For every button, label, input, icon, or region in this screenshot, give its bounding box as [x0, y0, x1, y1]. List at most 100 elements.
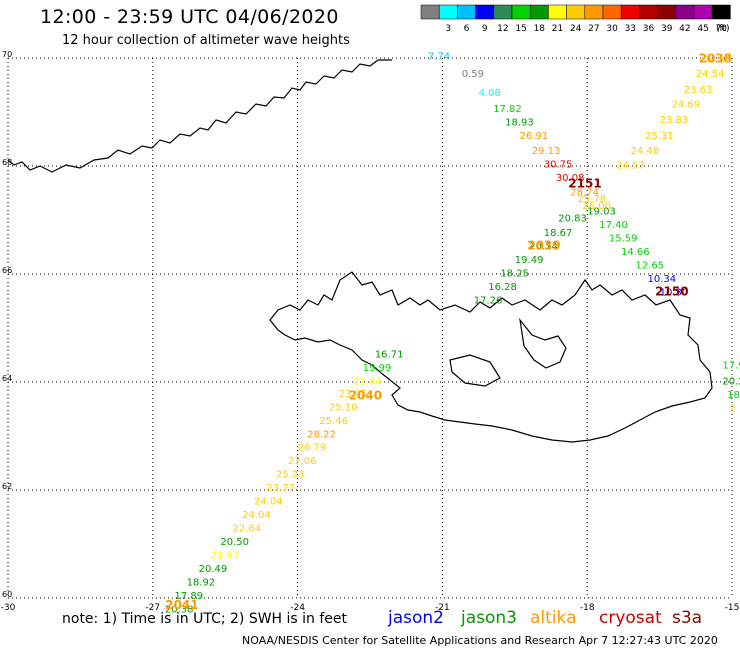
lat-tick-label: 70	[2, 50, 12, 59]
satellite-legend-s3a: s3a	[672, 608, 703, 628]
wave-height-label: 30.75	[544, 160, 573, 171]
wave-height-label: 19.49	[515, 255, 544, 266]
color-scale-legend: 3 6 9 12 15 18 21 24 27 30 33 36 39 42 45 70 (ft)	[420, 4, 731, 34]
iceland-coastline	[269, 271, 713, 443]
wave-height-label: 23.95	[339, 389, 368, 400]
wave-height-label: 10.30	[660, 288, 689, 299]
wave-height-label: 0.59	[462, 69, 484, 80]
pass-time-label: 2150	[655, 285, 688, 299]
wave-height-label: 4.08	[479, 88, 501, 99]
wave-height-label: 21.67	[211, 551, 240, 562]
wave-height-label: 20.38	[165, 605, 194, 616]
wave-height-label: 24.89	[703, 54, 732, 65]
wave-height-label: 25.78	[578, 194, 607, 205]
color-scale-label: 12	[497, 24, 508, 34]
wave-height-label: 18.93	[505, 118, 534, 129]
color-scale-label: 42	[679, 24, 690, 34]
color-scale-label: 39	[661, 24, 673, 34]
color-scale-label: 45	[697, 24, 708, 34]
wave-height-label: 23.63	[684, 85, 713, 96]
credit-footer: NOAA/NESDIS Center for Satellite Applica…	[242, 634, 718, 647]
wave-height-label: 20.49	[199, 564, 228, 575]
wave-height-label: 17.89	[175, 591, 204, 602]
wave-height-label: 24.04	[242, 510, 271, 521]
map-title: 12:00 - 23:59 UTC 04/06/2020	[40, 6, 339, 28]
wave-height-label: 17.40	[599, 220, 628, 231]
color-scale-label: 30	[606, 24, 618, 34]
wave-height-label: 24.48	[631, 146, 660, 157]
color-scale-label: 15	[515, 24, 526, 34]
wave-height-label: 15.59	[609, 234, 638, 245]
wave-height-label: 26.91	[520, 131, 549, 142]
note-text: note: 1) Time is in UTC; 2) SWH is in fe…	[62, 611, 348, 627]
color-scale-label: 9	[482, 24, 488, 34]
wave-height-label: 18.	[727, 390, 740, 401]
map-subtitle: 12 hour collection of altimeter wave hei…	[62, 33, 350, 48]
satellite-legend-jason2: jason2	[388, 608, 444, 628]
color-scale-label: 33	[625, 24, 636, 34]
pass-time-label: 2041	[165, 598, 198, 612]
lon-tick-label: -15	[725, 603, 740, 613]
wave-height-label: 23.83	[660, 115, 689, 126]
color-scale-label: 36	[643, 24, 655, 34]
wave-height-label: 18.25	[500, 269, 529, 280]
wave-height-label: 25.46	[319, 416, 348, 427]
wave-height-label: 17.26	[474, 296, 503, 307]
wave-height-label: 20.14	[529, 242, 558, 253]
lat-tick-label: 62	[2, 482, 12, 491]
satellite-legend-jason3: jason3	[461, 608, 517, 628]
iceland-inlet	[449, 354, 501, 387]
coastline	[7, 59, 713, 443]
wave-height-label: 25.10	[329, 403, 358, 414]
wave-height-label: 14.66	[621, 247, 650, 258]
color-scale-label: 21	[552, 24, 563, 34]
wave-height-label: 16.28	[488, 282, 517, 293]
color-scale-label: 6	[464, 24, 470, 34]
wave-height-label: 21.44	[353, 377, 382, 388]
wave-height-label: 17.91	[722, 361, 740, 372]
greenland-coastline	[7, 59, 392, 173]
wave-height-label: 20.83	[558, 214, 587, 225]
color-scale-label: 24	[570, 24, 582, 34]
lat-tick-label: 66	[2, 266, 12, 275]
wave-height-label: 20.28	[722, 377, 740, 388]
wave-height-label: 20.50	[220, 537, 249, 548]
color-scale-label: 27	[588, 24, 599, 34]
satellite-legend-altika: altika	[530, 608, 577, 628]
wave-height-label: 16.71	[375, 350, 404, 361]
wave-height-label: 18.92	[187, 578, 216, 589]
wave-height-label: 26.79	[298, 443, 327, 454]
lon-tick-label: -24	[290, 603, 305, 613]
pass-time-label: 2039	[527, 239, 560, 253]
lon-tick-label: -27	[145, 603, 160, 613]
wave-height-label: 24.57	[616, 161, 645, 172]
wave-height-label: 24.69	[672, 100, 701, 111]
wave-height-label: 25.31	[645, 131, 674, 142]
lat-tick-label: 64	[2, 374, 12, 383]
lon-tick-label: -18	[580, 603, 595, 613]
wave-height-label: 28.22	[307, 430, 336, 441]
satellite-legend-cryosat: cryosat	[599, 608, 662, 628]
wave-height-label: 19.03	[587, 207, 616, 218]
color-scale-unit: (ft)	[716, 24, 730, 34]
color-scale-label: 70	[716, 24, 728, 34]
wave-height-label: 24.54	[696, 69, 725, 80]
wave-height-label: 29.13	[532, 146, 561, 157]
wave-height-label: 22.84	[232, 524, 261, 535]
wave-height-label: 30.08	[556, 173, 585, 184]
wave-height-label: 18.67	[544, 228, 573, 239]
lat-tick-label: 68	[2, 158, 12, 167]
wave-height-label: 27.06	[288, 456, 317, 467]
iceland-fjord	[519, 317, 567, 369]
wave-height-label: 26.00	[582, 201, 611, 212]
lon-tick-label: -30	[1, 603, 16, 613]
color-scale-swatch	[711, 4, 731, 20]
wave-height-label: 12.65	[635, 261, 664, 272]
color-scale-label: 3	[445, 24, 451, 34]
wave-height-label: 10.34	[648, 274, 677, 285]
lat-tick-label: 60	[2, 590, 12, 599]
wave-height-label: 19.99	[363, 363, 392, 374]
wave-height-label: 28.74	[570, 188, 599, 199]
pass-time-label: 2040	[349, 388, 382, 402]
